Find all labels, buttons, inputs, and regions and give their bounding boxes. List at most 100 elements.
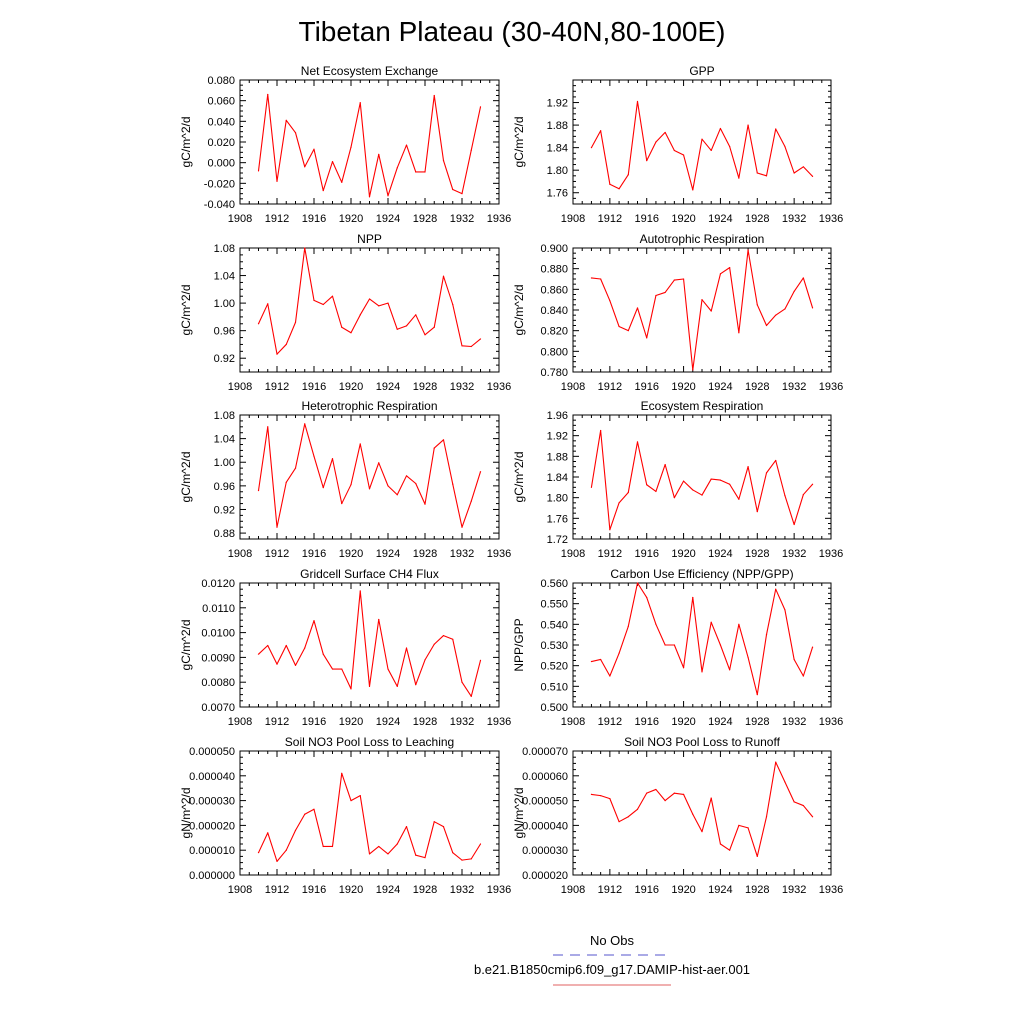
x-tick-label: 1928 <box>745 548 769 560</box>
y-tick-label: 0.840 <box>540 305 568 317</box>
data-point <box>415 482 417 485</box>
data-point <box>719 479 722 481</box>
data-point <box>811 307 814 309</box>
x-tick-label: 1924 <box>708 381 732 393</box>
data-point <box>692 369 694 371</box>
data-point <box>802 675 804 677</box>
data-point <box>313 148 315 150</box>
data-point <box>433 326 435 328</box>
x-tick-label: 1920 <box>671 381 695 393</box>
data-point <box>378 153 380 155</box>
x-tick-label: 1932 <box>782 213 806 225</box>
x-tick-label: 1932 <box>782 381 806 393</box>
x-tick-label: 1924 <box>708 716 732 728</box>
data-point <box>424 503 426 505</box>
y-tick-label: 1.76 <box>547 513 568 525</box>
data-point <box>304 247 306 249</box>
data-point <box>452 638 454 640</box>
data-point <box>470 858 472 860</box>
y-axis-label: gC/m^2/d <box>179 117 193 168</box>
y-tick-label: 0.96 <box>214 326 235 338</box>
x-tick-label: 1912 <box>598 716 622 728</box>
x-tick-label: 1936 <box>487 716 511 728</box>
y-tick-label: 0.0120 <box>201 578 235 590</box>
data-point <box>322 303 324 306</box>
data-point <box>609 300 611 302</box>
data-point <box>470 695 472 697</box>
panel-title: Soil NO3 Pool Loss to Runoff <box>624 735 781 749</box>
data-point <box>627 330 629 332</box>
series-line <box>590 100 813 191</box>
data-point <box>424 857 426 859</box>
data-point <box>341 502 343 505</box>
data-point <box>765 324 768 327</box>
data-point <box>609 798 611 800</box>
data-point <box>747 827 749 829</box>
x-tick-label: 1932 <box>450 884 474 896</box>
data-point <box>756 304 758 306</box>
series-line <box>258 772 481 862</box>
data-point <box>701 831 703 833</box>
y-tick-label: 1.00 <box>214 457 235 469</box>
data-point <box>729 849 731 851</box>
y-tick-label: 0.000030 <box>189 796 235 808</box>
data-point <box>378 462 380 464</box>
data-point <box>294 664 297 666</box>
y-tick-label: 0.0110 <box>202 603 235 615</box>
x-tick-label: 1908 <box>561 548 585 560</box>
data-point <box>618 652 620 654</box>
data-point <box>775 761 777 763</box>
panel-5: Ecosystem Respiration gC/m^2/d 1908 1912 191… <box>512 399 843 560</box>
data-point <box>415 854 417 856</box>
series-line <box>591 249 814 371</box>
y-tick-label: 1.08 <box>214 243 235 255</box>
x-tick-label: 1932 <box>450 548 474 560</box>
data-point <box>368 853 371 855</box>
data-point <box>618 502 620 504</box>
data-point <box>729 267 731 269</box>
x-tick-label: 1936 <box>487 213 511 225</box>
x-tick-label: 1932 <box>450 381 474 393</box>
data-point <box>479 659 482 661</box>
data-point <box>738 824 740 827</box>
y-tick-label: 0.900 <box>540 243 568 255</box>
x-tick-label: 1908 <box>228 716 252 728</box>
data-point <box>461 859 463 861</box>
y-tick-label: 1.84 <box>547 472 568 484</box>
data-point <box>359 102 361 104</box>
y-tick-label: 0.000020 <box>522 870 568 882</box>
data-point <box>784 609 786 611</box>
data-point <box>442 634 445 637</box>
plot-frame <box>239 750 500 876</box>
data-point <box>304 647 306 649</box>
data-point <box>479 338 482 340</box>
y-axis-label: gC/m^2/d <box>179 285 193 336</box>
plot-frame <box>239 247 500 373</box>
data-point <box>682 793 685 796</box>
y-tick-label: 0.0100 <box>201 628 235 640</box>
data-point <box>424 171 426 173</box>
data-point <box>664 644 666 646</box>
data-point <box>655 141 657 143</box>
y-tick-label: 0.92 <box>214 353 235 365</box>
data-point <box>424 659 426 661</box>
series-line <box>590 429 813 531</box>
data-point <box>802 166 804 168</box>
data-point <box>341 772 343 774</box>
x-tick-label: 1912 <box>598 381 622 393</box>
data-point <box>738 177 740 179</box>
data-point <box>359 443 361 445</box>
x-tick-label: 1928 <box>413 548 437 560</box>
y-tick-label: 1.92 <box>547 431 568 443</box>
data-point <box>267 644 269 647</box>
data-point <box>294 132 297 134</box>
x-tick-label: 1916 <box>634 884 658 896</box>
series-line <box>257 93 482 198</box>
data-point <box>396 685 398 688</box>
data-point <box>387 668 389 670</box>
x-tick-label: 1912 <box>598 884 622 896</box>
panel-1: GPP gC/m^2/d 1908 1912 1916 1920 1924 1928 1932 1… <box>512 64 843 225</box>
data-point <box>331 668 334 670</box>
data-point <box>452 303 454 306</box>
data-point <box>636 808 639 810</box>
